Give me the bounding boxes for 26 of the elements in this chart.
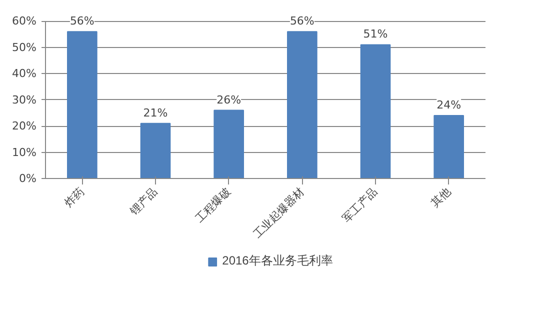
bar [287,31,318,178]
text: 24% [436,98,462,112]
x-tick-label: 军工产品 [340,184,380,226]
text: 51% [363,28,388,41]
x-tick-label: 锂产品 [126,184,160,218]
x-tick-label: 其他 [428,184,454,210]
y-tick-label: 60% [12,14,37,28]
y-tick-label: 40% [12,67,37,80]
x-tick-label: 炸药 [62,184,87,210]
y-tick-label: 10% [12,146,37,159]
y-tick-label: 30% [12,93,37,106]
bar [140,122,171,178]
text: 21% [143,106,168,120]
x-tick-label: 工程爆破 [193,184,234,226]
bar [360,44,391,178]
y-tick-label: 0% [19,172,36,185]
bar [214,110,244,178]
y-tick-label: 20% [12,120,37,133]
bar [434,115,464,178]
bar [67,31,98,178]
x-tick-label: 工业起爆器材 [250,184,307,241]
legend-label: 2016年各业务毛利率 [222,252,333,270]
text: 26% [216,93,242,106]
text: 56% [290,14,314,28]
y-tick-label: 50% [12,40,37,54]
text: 56% [70,14,94,28]
